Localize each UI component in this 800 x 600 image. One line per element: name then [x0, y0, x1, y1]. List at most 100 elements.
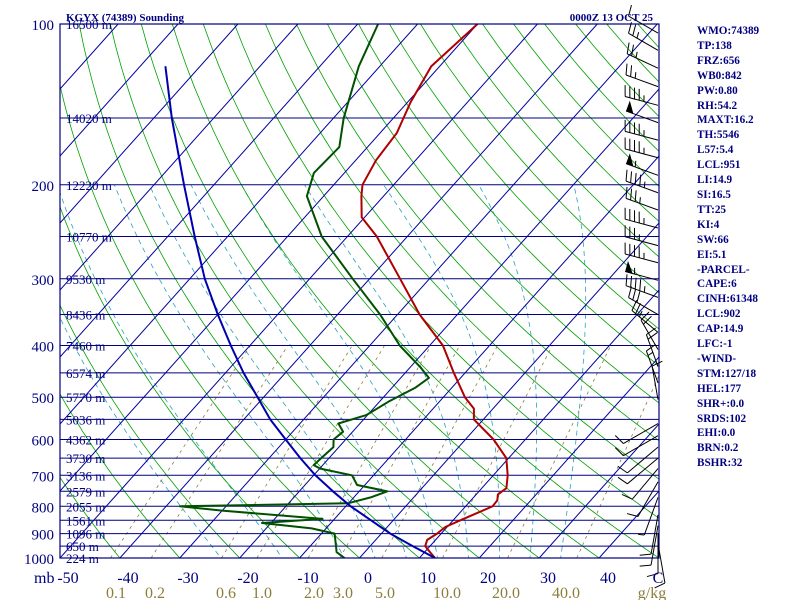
- wind-barb: [631, 299, 659, 333]
- dry-adiabat-line: [171, 24, 600, 558]
- moist-adiabats: [60, 184, 587, 558]
- index-line: L57:5.4: [697, 144, 734, 157]
- barb-half-flag: [636, 32, 640, 39]
- moist-adiabat-line: [383, 184, 500, 558]
- wind-barb: [624, 85, 659, 106]
- index-line: LCL:951: [697, 159, 741, 172]
- height-label: 2055 m: [66, 499, 105, 514]
- pressure-tick-label: 600: [32, 434, 55, 450]
- barb-flag: [625, 63, 628, 76]
- barb-flag: [628, 4, 632, 17]
- moist-adiabat-line: [114, 184, 345, 558]
- barb-pennant: [625, 260, 633, 274]
- dry-adiabat-line: [234, 24, 659, 519]
- barb-flag: [639, 174, 642, 187]
- wind-barb: [645, 327, 659, 367]
- mixing-ratio-line: [339, 345, 461, 558]
- barb-half-flag: [647, 351, 654, 356]
- barb-flag: [636, 291, 641, 303]
- chart-title: KGYX (74389) Sounding: [66, 12, 184, 24]
- wind-barb: [625, 153, 659, 176]
- dry-adiabat-line: [420, 24, 659, 294]
- barb-staff: [625, 236, 659, 247]
- barb-half-flag: [634, 160, 637, 168]
- barb-staff: [650, 525, 659, 566]
- dry-adiabat-line: [358, 24, 659, 367]
- barb-staff: [628, 15, 659, 34]
- height-label: 4362 m: [66, 433, 105, 448]
- mixing-ratio-line: [507, 345, 612, 558]
- barb-half-flag: [643, 181, 646, 188]
- barb-flag: [617, 465, 628, 474]
- wind-barb: [614, 435, 659, 457]
- wind-barb: [639, 525, 659, 567]
- moist-adiabat-line: [560, 184, 587, 558]
- barb-flag: [632, 24, 637, 36]
- wind-barb: [614, 423, 659, 444]
- wind-barb: [617, 446, 659, 474]
- barb-flag: [654, 582, 666, 589]
- barb-flag: [639, 564, 652, 567]
- barb-staff: [625, 271, 659, 281]
- height-label: 2579 m: [66, 484, 105, 499]
- chart-time: 0000Z 13 OCT 25: [570, 12, 654, 24]
- barb-flag: [651, 360, 663, 367]
- temperature-tick-label: -30: [177, 570, 198, 587]
- wind-barb: [626, 42, 659, 69]
- index-line: TP:138: [697, 39, 732, 52]
- height-label: 1096 m: [66, 527, 105, 542]
- barb-flag: [640, 311, 650, 321]
- index-line: PW:0.80: [697, 84, 738, 97]
- isotherm-line: [60, 24, 239, 224]
- temperature-tick-label: -10: [297, 570, 318, 587]
- index-line: HEL:177: [697, 382, 742, 395]
- temperature-tick-label: 20: [480, 570, 496, 587]
- isotherm-line: [299, 155, 659, 558]
- barb-pennant: [626, 100, 634, 114]
- pressure-tick-label: 300: [32, 273, 55, 289]
- moist-adiabat-line: [60, 191, 283, 558]
- barb-flag: [628, 22, 632, 34]
- isotherm-line: [60, 24, 538, 558]
- plot-border: [59, 23, 660, 559]
- isotherm-line: [60, 24, 418, 425]
- barb-flag: [647, 332, 658, 340]
- moist-adiabat-line: [149, 184, 376, 558]
- barb-staff: [650, 514, 659, 555]
- wind-barb: [625, 274, 659, 298]
- height-label: 3136 m: [66, 468, 105, 483]
- barb-staff: [625, 74, 659, 88]
- barb-flag: [634, 173, 637, 185]
- wind-barb: [626, 481, 659, 517]
- temperature-tick-label: 40: [600, 570, 616, 587]
- barb-flag: [646, 343, 656, 352]
- barb-flag: [639, 279, 642, 291]
- wind-barb: [625, 63, 659, 88]
- index-line: BRN:0.2: [697, 442, 739, 455]
- wind-barb: [625, 260, 659, 281]
- mixing-ratio-lines: [110, 345, 659, 558]
- barb-flag: [628, 286, 632, 298]
- mixing-ratio-line: [110, 345, 251, 558]
- barb-staff: [627, 446, 659, 474]
- plot-frame: [59, 23, 660, 559]
- height-label: 14020 m: [66, 111, 112, 126]
- pressure-tick-label: 900: [32, 528, 55, 544]
- index-line: EHI:0.0: [697, 427, 736, 440]
- index-line: TH:5546: [697, 129, 740, 142]
- barb-flag: [617, 476, 628, 485]
- barb-pennant: [626, 153, 634, 167]
- mixing-ratio-tick-label: 0.6: [216, 585, 236, 600]
- mixing-ratio-tick-label: g/kg: [638, 585, 666, 600]
- pressure-axis-label: mb: [34, 570, 54, 587]
- moist-adiabat-line: [478, 184, 538, 558]
- index-line: -PARCEL-: [697, 263, 750, 276]
- height-label: 3730 m: [66, 451, 105, 466]
- index-line: STM:127/18: [697, 367, 757, 380]
- mixing-ratio-tick-label: 10.0: [433, 585, 461, 600]
- dry-adiabat-line: [389, 24, 659, 330]
- height-label: 10770 m: [66, 229, 112, 244]
- wind-barb: [624, 119, 659, 141]
- barb-flag: [634, 190, 637, 202]
